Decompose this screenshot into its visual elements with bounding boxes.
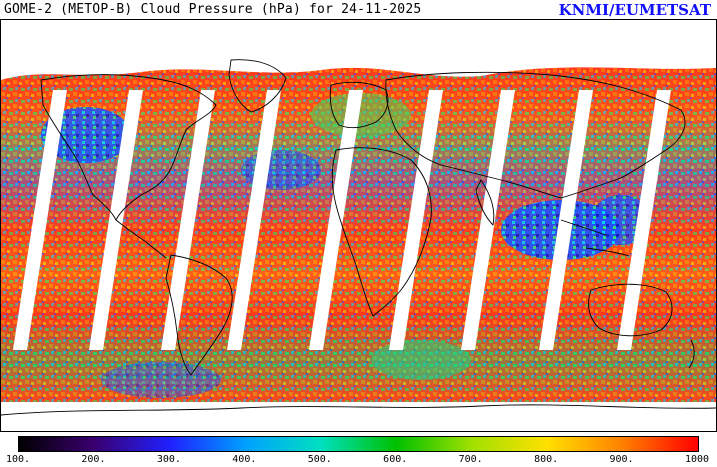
colorbar-tick-label: 500. (307, 454, 332, 465)
data-gap-swath (461, 90, 515, 350)
data-gap-swath (617, 90, 671, 350)
colorbar-tick-label: 1000 (684, 454, 710, 465)
colorbar-tick-label: 900. (609, 454, 634, 465)
data-gap-swath (161, 90, 215, 350)
colorbar-tick-label: 700. (458, 454, 483, 465)
colorbar-tick-labels: 100. 200. 300. 400. 500. 600. 700. 800. 900. 1000 (0, 454, 717, 467)
map-canvas (1, 20, 716, 431)
data-gap-swath (309, 90, 363, 350)
data-gap-swath (539, 90, 593, 350)
credit-label: KNMI/EUMETSAT (558, 1, 711, 19)
colorbar (18, 436, 699, 452)
data-gap-swath (389, 90, 443, 350)
coastline-outline (1, 59, 716, 416)
data-gap-swath (227, 90, 281, 350)
colorbar-tick-label: 300. (156, 454, 181, 465)
colorbar-tick-label: 800. (534, 454, 559, 465)
colorbar-tick-label: 200. (81, 454, 106, 465)
cloud-pressure-map (0, 19, 717, 432)
colorbar-gradient (19, 437, 698, 451)
map-title: GOME-2 (METOP-B) Cloud Pressure (hPa) fo… (4, 2, 422, 17)
data-gap-swath (13, 90, 67, 350)
colorbar-tick-label: 600. (383, 454, 408, 465)
data-gap-swaths (13, 90, 671, 350)
colorbar-tick-label: 400. (232, 454, 257, 465)
colorbar-tick-label: 100. (5, 454, 31, 465)
